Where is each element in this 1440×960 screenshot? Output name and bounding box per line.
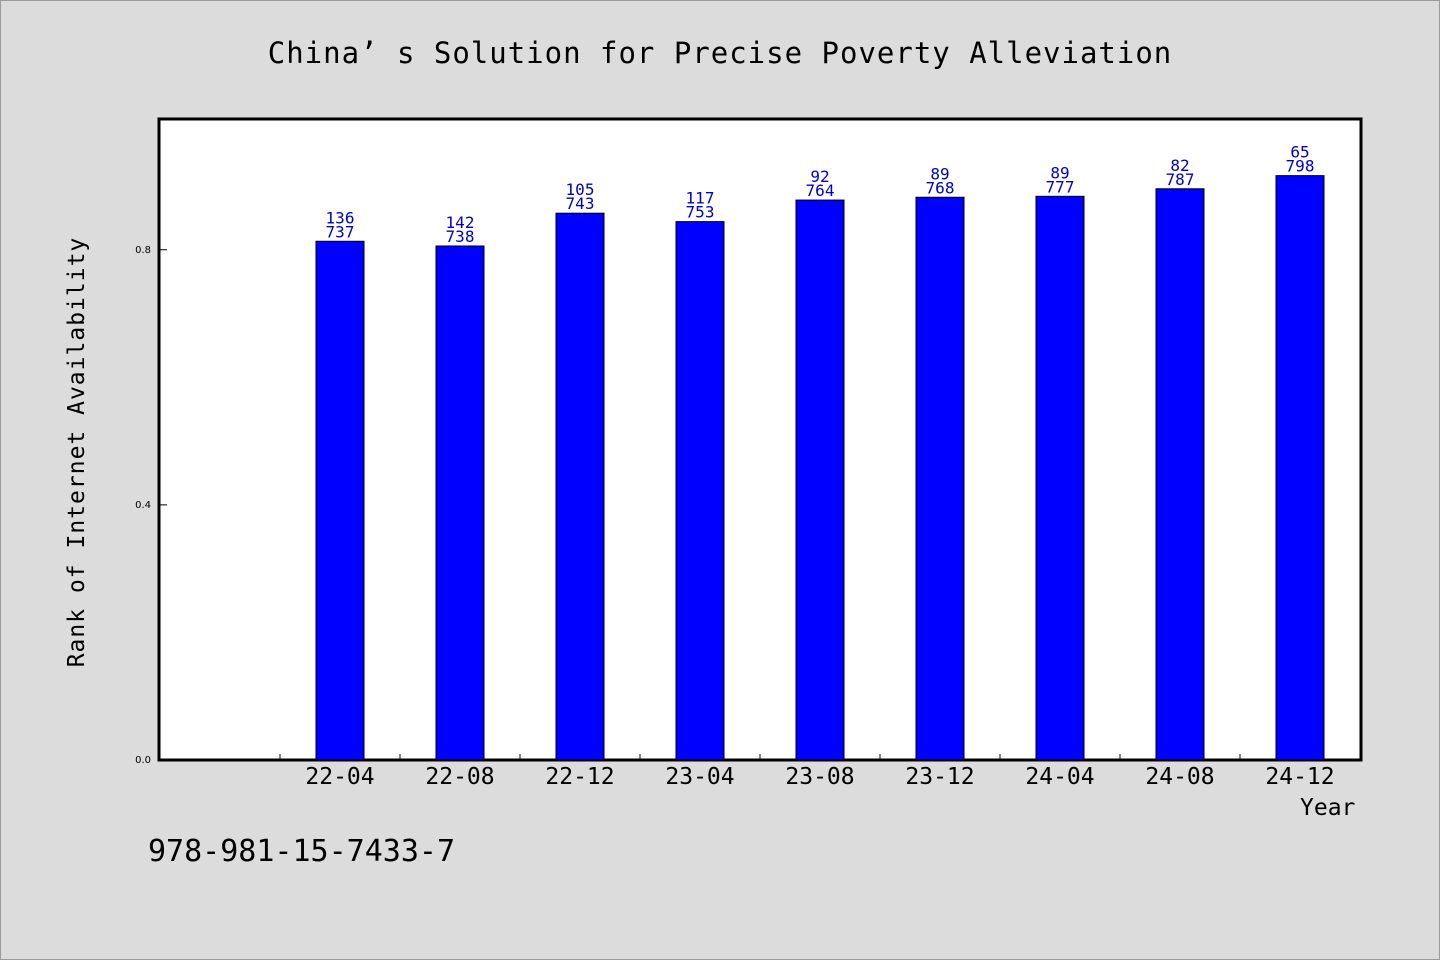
x-axis: 22-04 22-08 22-12 23-04 23-08 23-12 24-04 24-08…	[279, 754, 1335, 790]
x-tick-label: 24-04	[1025, 764, 1094, 790]
bar	[1155, 188, 1205, 761]
bar-label-bottom: 738	[446, 227, 475, 246]
x-tick-label: 22-12	[545, 764, 614, 790]
bar-label-top: 89	[930, 164, 949, 183]
bar	[795, 199, 845, 761]
x-tick-label: 23-04	[665, 764, 734, 790]
bar-series	[315, 175, 1325, 761]
y-tick-label: 0.8	[135, 245, 151, 256]
isbn-text: 978-981-15-7433-7	[148, 834, 456, 869]
x-tick-label: 22-04	[305, 764, 374, 790]
bar-label-bottom: 768	[926, 178, 955, 197]
y-tick-label: 0.4	[135, 500, 151, 511]
bar-label-bottom: 798	[1286, 157, 1315, 176]
y-axis-label: Rank of Internet Availability	[64, 236, 90, 668]
x-tick-label: 23-08	[785, 764, 854, 790]
bar-label-top: 117	[686, 189, 715, 208]
bar	[315, 240, 365, 761]
bar-label-bottom: 787	[1166, 170, 1195, 189]
chart-title: China’ s Solution for Precise Poverty Al…	[267, 36, 1173, 70]
bar	[675, 221, 725, 761]
x-tick-label: 24-12	[1265, 764, 1334, 790]
bar-label-top: 89	[1050, 163, 1069, 182]
bar-label-top: 142	[446, 213, 475, 232]
bar-label-top: 136	[326, 208, 355, 227]
bar	[1035, 195, 1085, 761]
bar-label-bottom: 753	[686, 203, 715, 222]
y-tick-label: 0.0	[135, 755, 151, 766]
bar	[435, 245, 485, 761]
x-tick-label: 23-12	[905, 764, 974, 790]
x-axis-label: Year	[1300, 795, 1356, 821]
bar-label-top: 92	[810, 167, 829, 186]
bar	[915, 196, 965, 761]
bar-label-top: 105	[566, 180, 595, 199]
bar-label-bottom: 743	[566, 194, 595, 213]
x-tick-label: 24-08	[1145, 764, 1214, 790]
bar-label-top: 82	[1170, 156, 1189, 175]
bar-label-bottom: 737	[326, 222, 355, 241]
bar-label-top: 65	[1290, 143, 1309, 162]
bar-label-bottom: 764	[806, 181, 835, 200]
bar	[1275, 175, 1325, 761]
bar	[555, 212, 605, 761]
x-tick-label: 22-08	[425, 764, 494, 790]
bar-label-bottom: 777	[1046, 177, 1075, 196]
y-axis: 0.0 0.4 0.8	[135, 245, 167, 766]
